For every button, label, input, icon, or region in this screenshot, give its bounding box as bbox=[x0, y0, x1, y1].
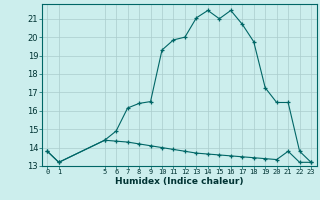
X-axis label: Humidex (Indice chaleur): Humidex (Indice chaleur) bbox=[115, 177, 244, 186]
